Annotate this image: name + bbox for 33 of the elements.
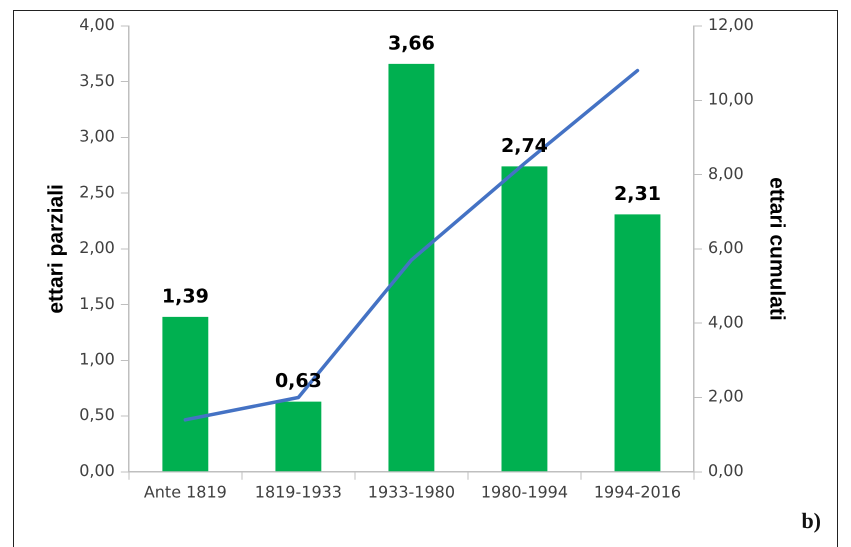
y-tick-label: 2,00 [79, 238, 115, 258]
y-tick-label: 1,50 [79, 294, 115, 313]
bar [614, 214, 660, 472]
y2-axis-title: ettari cumulati [766, 177, 789, 321]
data-label: 3,66 [388, 32, 435, 54]
y-tick-label: 4,00 [79, 15, 115, 34]
y-tick-label: 3,00 [79, 126, 115, 146]
y2-tick-label: 0,00 [708, 460, 744, 480]
x-tick-label: 1994-2016 [594, 482, 682, 502]
data-label: 2,74 [501, 134, 548, 157]
y-tick-label: 3,50 [79, 70, 115, 90]
text: b) [801, 508, 821, 534]
x-tick-label: 1980-1994 [480, 482, 568, 502]
y-tick-label: 0,50 [79, 405, 115, 424]
data-label: 1,39 [162, 285, 209, 308]
y2-tick-label: 12,00 [708, 15, 754, 34]
x-tick-label: 1819-1933 [254, 482, 342, 502]
data-label: 2,31 [614, 182, 661, 205]
y-axis-title: ettari parziali [44, 184, 68, 314]
x-tick-label: 1933-1980 [368, 482, 456, 502]
y-tick-label: 1,00 [79, 350, 115, 369]
y2-tick-label: 2,00 [708, 386, 744, 406]
y2-tick-label: 4,00 [708, 312, 744, 332]
x-tick-label: Ante 1819 [144, 482, 227, 502]
bar [162, 316, 208, 472]
y-tick-label: 2,50 [79, 182, 115, 202]
bar [275, 402, 322, 472]
y2-tick-label: 8,00 [708, 164, 744, 183]
y2-tick-label: 10,00 [708, 89, 754, 108]
bar [502, 166, 548, 472]
bar [388, 64, 434, 472]
y-tick-label: 0,00 [79, 460, 115, 480]
y2-tick-label: 6,00 [708, 238, 744, 258]
